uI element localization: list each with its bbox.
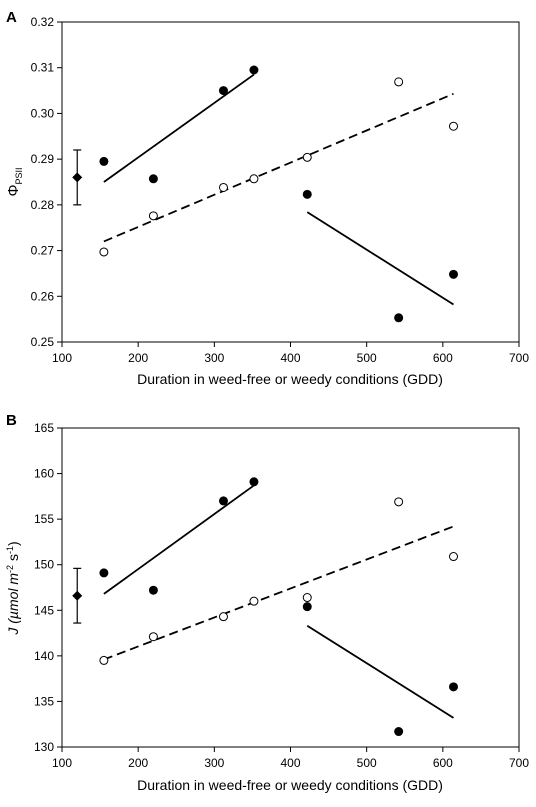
panel-a-filled-point-5	[394, 313, 404, 323]
panel-b-y-tick-label-5: 155	[34, 512, 54, 526]
panel-b-y-tick-label-3: 145	[34, 603, 54, 617]
panel-b-filled-point-6	[448, 682, 458, 692]
panel-a-filled-point-0	[99, 156, 109, 166]
panel-b-open-point-1	[148, 632, 158, 642]
panel-a-open-point-0	[99, 247, 109, 257]
panel-b-x-tick-label-4: 500	[357, 756, 377, 770]
panel-a-x-tick-label-6: 700	[509, 351, 529, 365]
panel-b: B 100 200 300 400 500 600 700 1301351401451501…	[5, 412, 529, 793]
panel-b-x-tick-label-3: 400	[280, 756, 300, 770]
panel-a-open-point-5	[394, 77, 404, 87]
panel-a-open-point-4	[302, 152, 312, 162]
panel-b-y-label-main: J (µmol m	[5, 573, 21, 636]
panel-b-open-point-0	[99, 655, 109, 665]
panel-b-x-tick-label-0: 100	[52, 756, 72, 770]
panel-b-y-tick-label-6: 160	[34, 467, 54, 481]
panel-b-y-tick-label-4: 150	[34, 558, 54, 572]
panel-a-y-axis-label: ΦPSII	[5, 168, 24, 197]
panel-b-points	[99, 477, 458, 737]
panel-a-filled-point-2	[218, 86, 228, 96]
panel-b-y-label-sup1: -2	[5, 565, 15, 573]
panel-a-x-axis-label: Duration in weed-free or weedy condition…	[137, 371, 443, 387]
panel-a-y-tick-label-6: 0.31	[31, 61, 55, 75]
panel-a-filled-point-1	[148, 174, 158, 184]
panel-b-fit-line-2	[103, 525, 454, 661]
panel-b-filled-point-2	[218, 496, 228, 506]
panel-a-y-tick-label-7: 0.32	[31, 15, 55, 29]
panel-b-x-ticks: 100 200 300 400 500 600 700	[52, 747, 529, 770]
panel-b-y-tick-label-0: 130	[34, 740, 54, 754]
panel-b-fit-line-0	[103, 484, 255, 595]
panel-b-x-tick-label-5: 600	[433, 756, 453, 770]
panel-b-plot-frame	[61, 427, 520, 748]
panel-a-y-tick-label-2: 0.27	[31, 244, 55, 258]
panel-a-x-tick-label-0: 100	[52, 351, 72, 365]
panel-b-filled-point-4	[302, 602, 312, 612]
panel-a-y-tick-label-5: 0.30	[31, 106, 55, 120]
panel-b-y-ticks: 130 135 140 145 150 155 160 165	[34, 421, 62, 754]
panel-b-fit-line-1	[306, 625, 454, 719]
panel-b-x-tick-label-6: 700	[509, 756, 529, 770]
panel-a-filled-point-3	[249, 65, 259, 75]
panel-b-y-label-sup2: -1	[5, 546, 15, 554]
panel-b-control-diamond	[72, 590, 83, 601]
panel-b-filled-point-0	[99, 568, 109, 578]
panel-a-control	[72, 149, 83, 206]
panel-a-x-tick-label-2: 300	[204, 351, 224, 365]
panel-a-y-tick-label-0: 0.25	[31, 335, 55, 349]
panel-b-x-tick-label-2: 300	[204, 756, 224, 770]
panel-b-open-point-4	[302, 593, 312, 603]
panel-a-plot-frame	[61, 21, 520, 343]
panel-a-y-label-symbol: Φ	[5, 184, 22, 196]
panel-a-y-tick-label-1: 0.26	[31, 289, 55, 303]
panel-b-filled-point-1	[148, 585, 158, 595]
panel-b-control	[72, 567, 83, 624]
panel-b-x-axis-label: Duration in weed-free or weedy condition…	[137, 777, 443, 793]
panel-a-label: A	[6, 9, 17, 26]
panel-b-y-tick-label-2: 140	[34, 649, 54, 663]
panel-b-filled-point-5	[394, 727, 404, 737]
panel-b-label: B	[6, 412, 17, 429]
panel-b-open-point-6	[448, 552, 458, 562]
panel-a-y-label-subscript: PSII	[14, 168, 24, 185]
panel-a-x-tick-label-3: 400	[280, 351, 300, 365]
panel-b-open-point-5	[394, 497, 404, 507]
panel-a-y-ticks: 0.25 0.26 0.27 0.28 0.29 0.30 0.31 0.32	[31, 15, 62, 349]
panel-a-open-point-3	[249, 174, 259, 184]
panel-a-open-point-1	[148, 211, 158, 221]
panel-a-control-diamond	[72, 172, 83, 183]
panel-a-fit-line-1	[306, 211, 454, 306]
panel-a-points	[99, 65, 458, 323]
panel-b-y-label-end: )	[5, 541, 21, 546]
panel-a-filled-point-6	[448, 269, 458, 279]
panel-b-x-tick-label-1: 200	[128, 756, 148, 770]
panel-a-x-ticks: 100 200 300 400 500 600 700	[52, 342, 529, 365]
panel-b-filled-point-3	[249, 477, 259, 487]
panel-a-filled-point-4	[302, 189, 312, 199]
panel-a: A 100 200 300 400 500 600 700 0.25 0.26 0.27 0.28…	[5, 9, 529, 387]
panel-a-x-tick-label-5: 600	[433, 351, 453, 365]
panel-b-y-tick-label-7: 165	[34, 421, 54, 435]
panel-a-fit-line-2	[103, 92, 454, 243]
panel-a-y-tick-label-4: 0.29	[31, 152, 55, 166]
panel-b-y-label-mid: s	[5, 554, 21, 565]
panel-a-x-tick-label-4: 500	[357, 351, 377, 365]
panel-a-y-tick-label-3: 0.28	[31, 198, 55, 212]
panel-a-fit-line-0	[103, 73, 255, 183]
panel-a-open-point-2	[218, 182, 228, 192]
panel-a-x-tick-label-1: 200	[128, 351, 148, 365]
panel-b-open-point-3	[249, 596, 259, 606]
panel-b-y-axis-label: J (µmol m-2 s-1)	[5, 541, 21, 635]
panel-b-fit-lines	[103, 484, 454, 719]
panel-a-fit-lines	[103, 73, 454, 306]
panel-b-y-tick-label-1: 135	[34, 694, 54, 708]
panel-b-open-point-2	[218, 612, 228, 622]
panel-a-open-point-6	[448, 121, 458, 131]
